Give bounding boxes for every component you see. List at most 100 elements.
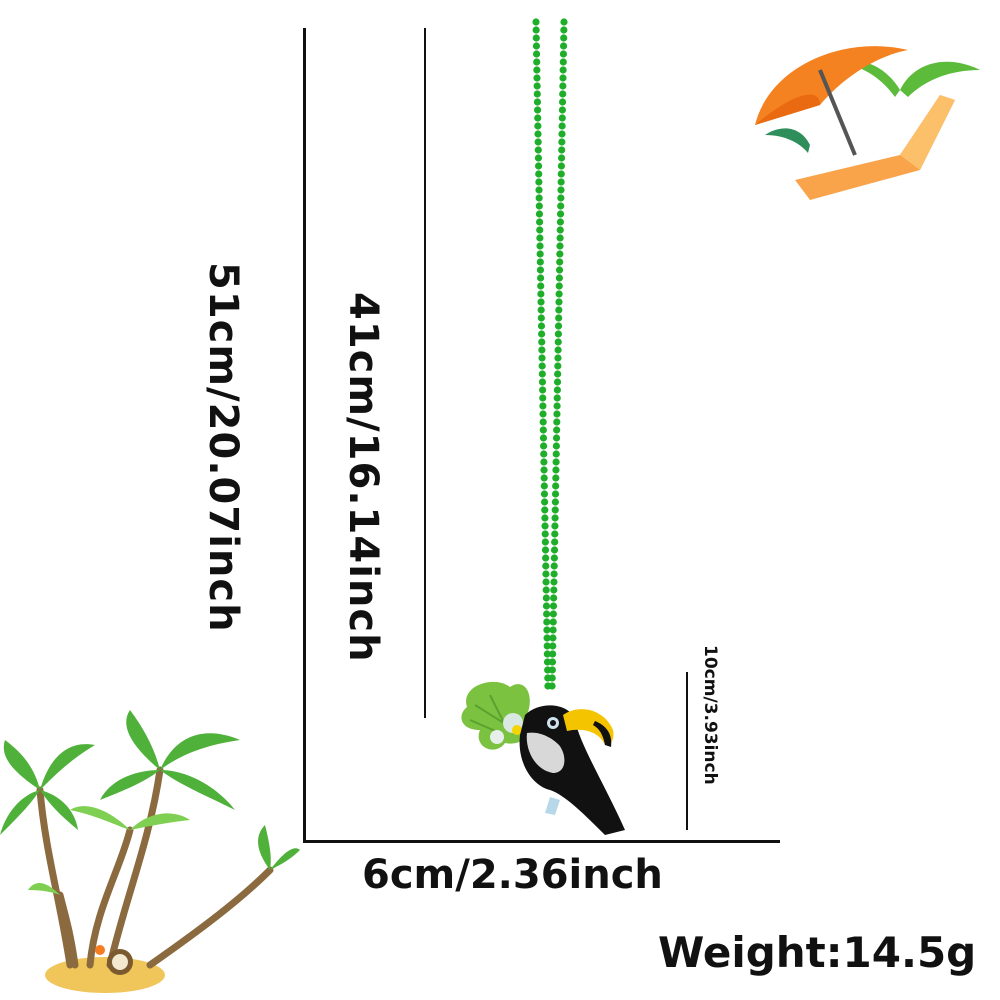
bead — [540, 450, 548, 458]
bead — [556, 218, 565, 226]
bead — [559, 90, 567, 98]
bead — [559, 82, 567, 90]
bead — [542, 586, 550, 594]
bead — [557, 202, 565, 210]
bead — [558, 114, 566, 122]
bead — [540, 490, 549, 498]
bead — [536, 258, 544, 266]
bead — [534, 122, 542, 130]
bead — [541, 506, 549, 514]
palm-trees-island-icon — [0, 710, 300, 993]
bead — [543, 658, 552, 666]
bead — [549, 610, 557, 618]
bead — [534, 162, 543, 170]
bead — [557, 178, 565, 186]
bead — [554, 322, 563, 330]
bead — [555, 298, 563, 306]
bead — [537, 282, 545, 290]
bead — [550, 562, 558, 570]
bead — [551, 514, 559, 522]
bead — [536, 234, 544, 242]
bead — [538, 378, 547, 386]
bead — [533, 58, 541, 66]
bead — [554, 346, 562, 354]
bead — [551, 530, 559, 538]
bead — [542, 562, 550, 570]
bead — [540, 482, 548, 490]
bead — [533, 66, 541, 74]
bead — [536, 266, 545, 274]
bead — [553, 378, 562, 386]
bead — [559, 58, 567, 66]
bead — [559, 50, 568, 58]
bead — [538, 338, 546, 346]
bead — [535, 170, 543, 178]
bead — [540, 442, 548, 450]
bead — [543, 618, 551, 626]
bead — [541, 538, 549, 546]
bead — [533, 82, 541, 90]
bead — [537, 290, 545, 298]
bead — [556, 234, 564, 242]
bead — [556, 250, 564, 258]
bead — [550, 570, 558, 578]
bead — [542, 554, 550, 562]
bead — [556, 242, 564, 250]
bead — [538, 362, 546, 370]
bead — [549, 602, 558, 610]
bead — [535, 178, 543, 186]
bead — [550, 594, 558, 602]
toucan-pendant-icon — [461, 681, 625, 835]
bead — [558, 106, 567, 114]
bead — [552, 434, 561, 442]
bead — [558, 122, 566, 130]
bead — [532, 34, 540, 42]
bead — [542, 602, 551, 610]
bead — [540, 466, 548, 474]
bead — [553, 386, 561, 394]
bead — [536, 274, 545, 282]
bead — [532, 18, 540, 26]
bead — [533, 74, 541, 82]
bead — [539, 434, 548, 442]
bead — [543, 626, 551, 634]
bead — [543, 634, 551, 642]
bead — [539, 394, 547, 402]
bead — [538, 346, 546, 354]
bead — [554, 362, 562, 370]
bead — [549, 650, 557, 658]
weight-label: Weight:14.5g — [658, 928, 977, 977]
bead — [554, 338, 562, 346]
bead — [539, 426, 547, 434]
bead — [551, 522, 559, 530]
bead — [555, 306, 563, 314]
bead — [537, 322, 546, 330]
pendant-width-label: 6cm/2.36inch — [362, 852, 663, 898]
bead — [548, 666, 556, 674]
bead — [552, 450, 560, 458]
bead — [558, 130, 566, 138]
bead — [558, 146, 566, 154]
bead — [538, 354, 546, 362]
bead — [555, 274, 564, 282]
bead — [550, 554, 558, 562]
bead — [534, 146, 542, 154]
bead — [560, 18, 568, 26]
bead — [553, 402, 561, 410]
bead — [555, 282, 563, 290]
bead — [558, 98, 567, 106]
bead — [534, 154, 543, 162]
bead — [542, 594, 550, 602]
bead — [534, 114, 542, 122]
chain-length-label: 41cm/16.14inch — [340, 292, 386, 663]
bead — [552, 482, 560, 490]
bead — [534, 130, 542, 138]
bead — [548, 682, 556, 690]
bead — [538, 370, 546, 378]
bead — [535, 210, 544, 218]
bead — [553, 426, 561, 434]
bead — [555, 314, 563, 322]
bead — [535, 186, 543, 194]
bead — [536, 226, 544, 234]
bead — [551, 498, 559, 506]
